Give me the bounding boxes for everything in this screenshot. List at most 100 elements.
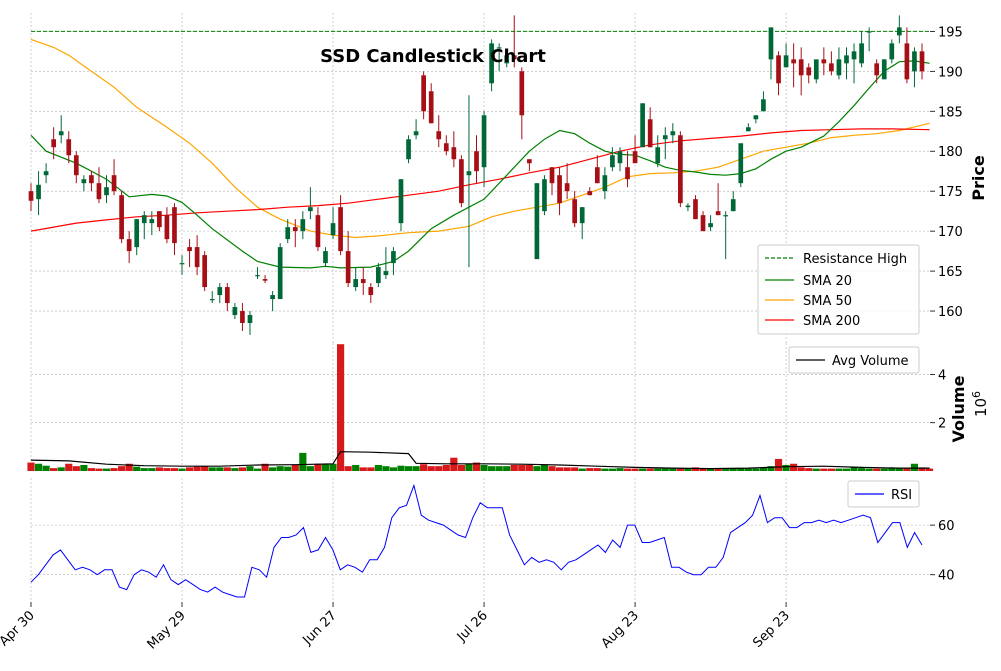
candle-body: [685, 205, 691, 208]
volume-bars: [27, 344, 934, 471]
candle-body: [194, 247, 200, 268]
rsi-polyline: [30, 483, 923, 598]
candle-body: [474, 151, 479, 172]
volume-panel: 24 Volume 106 Avg Volume: [27, 343, 990, 471]
candle-body: [640, 103, 645, 148]
candle-body: [783, 55, 789, 68]
candle-body: [662, 135, 668, 140]
candle-body: [897, 27, 902, 36]
volume-bar: [699, 468, 707, 471]
candle-body: [579, 207, 585, 224]
volume-bar: [374, 464, 382, 471]
candle-body: [889, 43, 895, 60]
candle-body: [708, 223, 713, 228]
candle-body: [345, 251, 351, 284]
volume-bar: [752, 468, 760, 471]
candle-body: [247, 315, 253, 324]
volume-bar: [269, 467, 277, 471]
volume-bar: [291, 464, 299, 471]
price-y-tick-label: 195: [938, 25, 963, 40]
volume-bar: [858, 468, 866, 471]
volume-bar: [510, 464, 518, 471]
volume-y-axis: 24: [930, 368, 946, 432]
volume-bar: [299, 452, 307, 471]
candle-body: [368, 287, 374, 296]
sma-20-line: [30, 60, 930, 269]
volume-bar: [676, 468, 684, 471]
volume-bar: [404, 466, 413, 471]
rsi-y-tick-label: 40: [938, 569, 955, 584]
volume-bar: [87, 468, 95, 471]
candle-body: [217, 287, 223, 296]
volume-bar: [359, 467, 367, 471]
volume-bar: [367, 467, 375, 471]
candle-body: [428, 91, 434, 124]
candle-body: [504, 55, 510, 64]
candle-body: [496, 47, 502, 49]
candle-body: [821, 59, 827, 64]
volume-bar: [148, 468, 156, 471]
volume-bar: [155, 467, 163, 471]
volume-bar: [110, 468, 118, 471]
candle-body: [51, 139, 56, 148]
volume-bar: [895, 468, 903, 471]
candle-body: [881, 59, 887, 80]
volume-bar: [790, 463, 798, 471]
candle-body: [572, 199, 578, 224]
volume-bar: [95, 468, 103, 471]
volume-axis-label: Volume: [949, 375, 968, 442]
candles: [28, 15, 925, 336]
candle-body: [36, 184, 41, 200]
candle-body: [96, 183, 102, 200]
candle-body: [338, 207, 343, 252]
rsi-gridlines: [30, 478, 930, 602]
volume-bar: [563, 467, 571, 471]
volume-bar: [910, 463, 919, 471]
volume-bar: [472, 462, 481, 471]
candle-body: [73, 155, 79, 176]
candle-body: [315, 215, 321, 248]
candle-body: [141, 215, 147, 224]
volume-bar: [525, 464, 533, 471]
candle-body: [806, 67, 812, 76]
legend-sma-200: SMA 200: [803, 314, 860, 329]
volume-legend: Avg Volume: [788, 346, 920, 374]
candle-body: [647, 119, 653, 148]
volume-bar: [691, 467, 700, 471]
volume-bar: [518, 464, 526, 471]
candle-body: [413, 131, 419, 136]
volume-bar: [72, 466, 80, 471]
candle-body: [300, 219, 306, 232]
candle-body: [375, 267, 381, 284]
volume-bar: [435, 466, 443, 471]
candle-body: [829, 63, 834, 72]
legend-avg-volume: Avg Volume: [832, 354, 909, 369]
candle-body: [655, 147, 661, 164]
volume-bar: [873, 468, 881, 471]
volume-bar: [601, 468, 609, 471]
volume-bar: [50, 468, 58, 471]
volume-bar: [329, 463, 337, 471]
candle-body: [700, 215, 706, 232]
candle-body: [836, 59, 842, 76]
volume-bar: [616, 468, 624, 471]
volume-exponent-power: 6: [970, 391, 983, 398]
candle-body: [104, 187, 109, 196]
volume-bar: [314, 463, 322, 471]
volume-bar: [623, 468, 632, 471]
x-tick-label: Apr 30: [0, 608, 38, 649]
volume-bar: [284, 466, 292, 471]
volume-bar: [820, 468, 828, 471]
candle-body: [330, 223, 336, 236]
volume-exponent-base: 10: [972, 398, 990, 417]
candle-body: [874, 63, 880, 76]
volume-bar: [208, 467, 216, 471]
candle-body: [730, 199, 736, 212]
price-y-tick-label: 165: [938, 265, 963, 280]
volume-bar: [639, 468, 647, 471]
x-tick-label: May 29: [145, 608, 189, 652]
volume-bar: [420, 464, 428, 471]
volume-bar: [344, 466, 352, 471]
volume-bar: [389, 467, 398, 471]
candle-body: [89, 175, 94, 184]
